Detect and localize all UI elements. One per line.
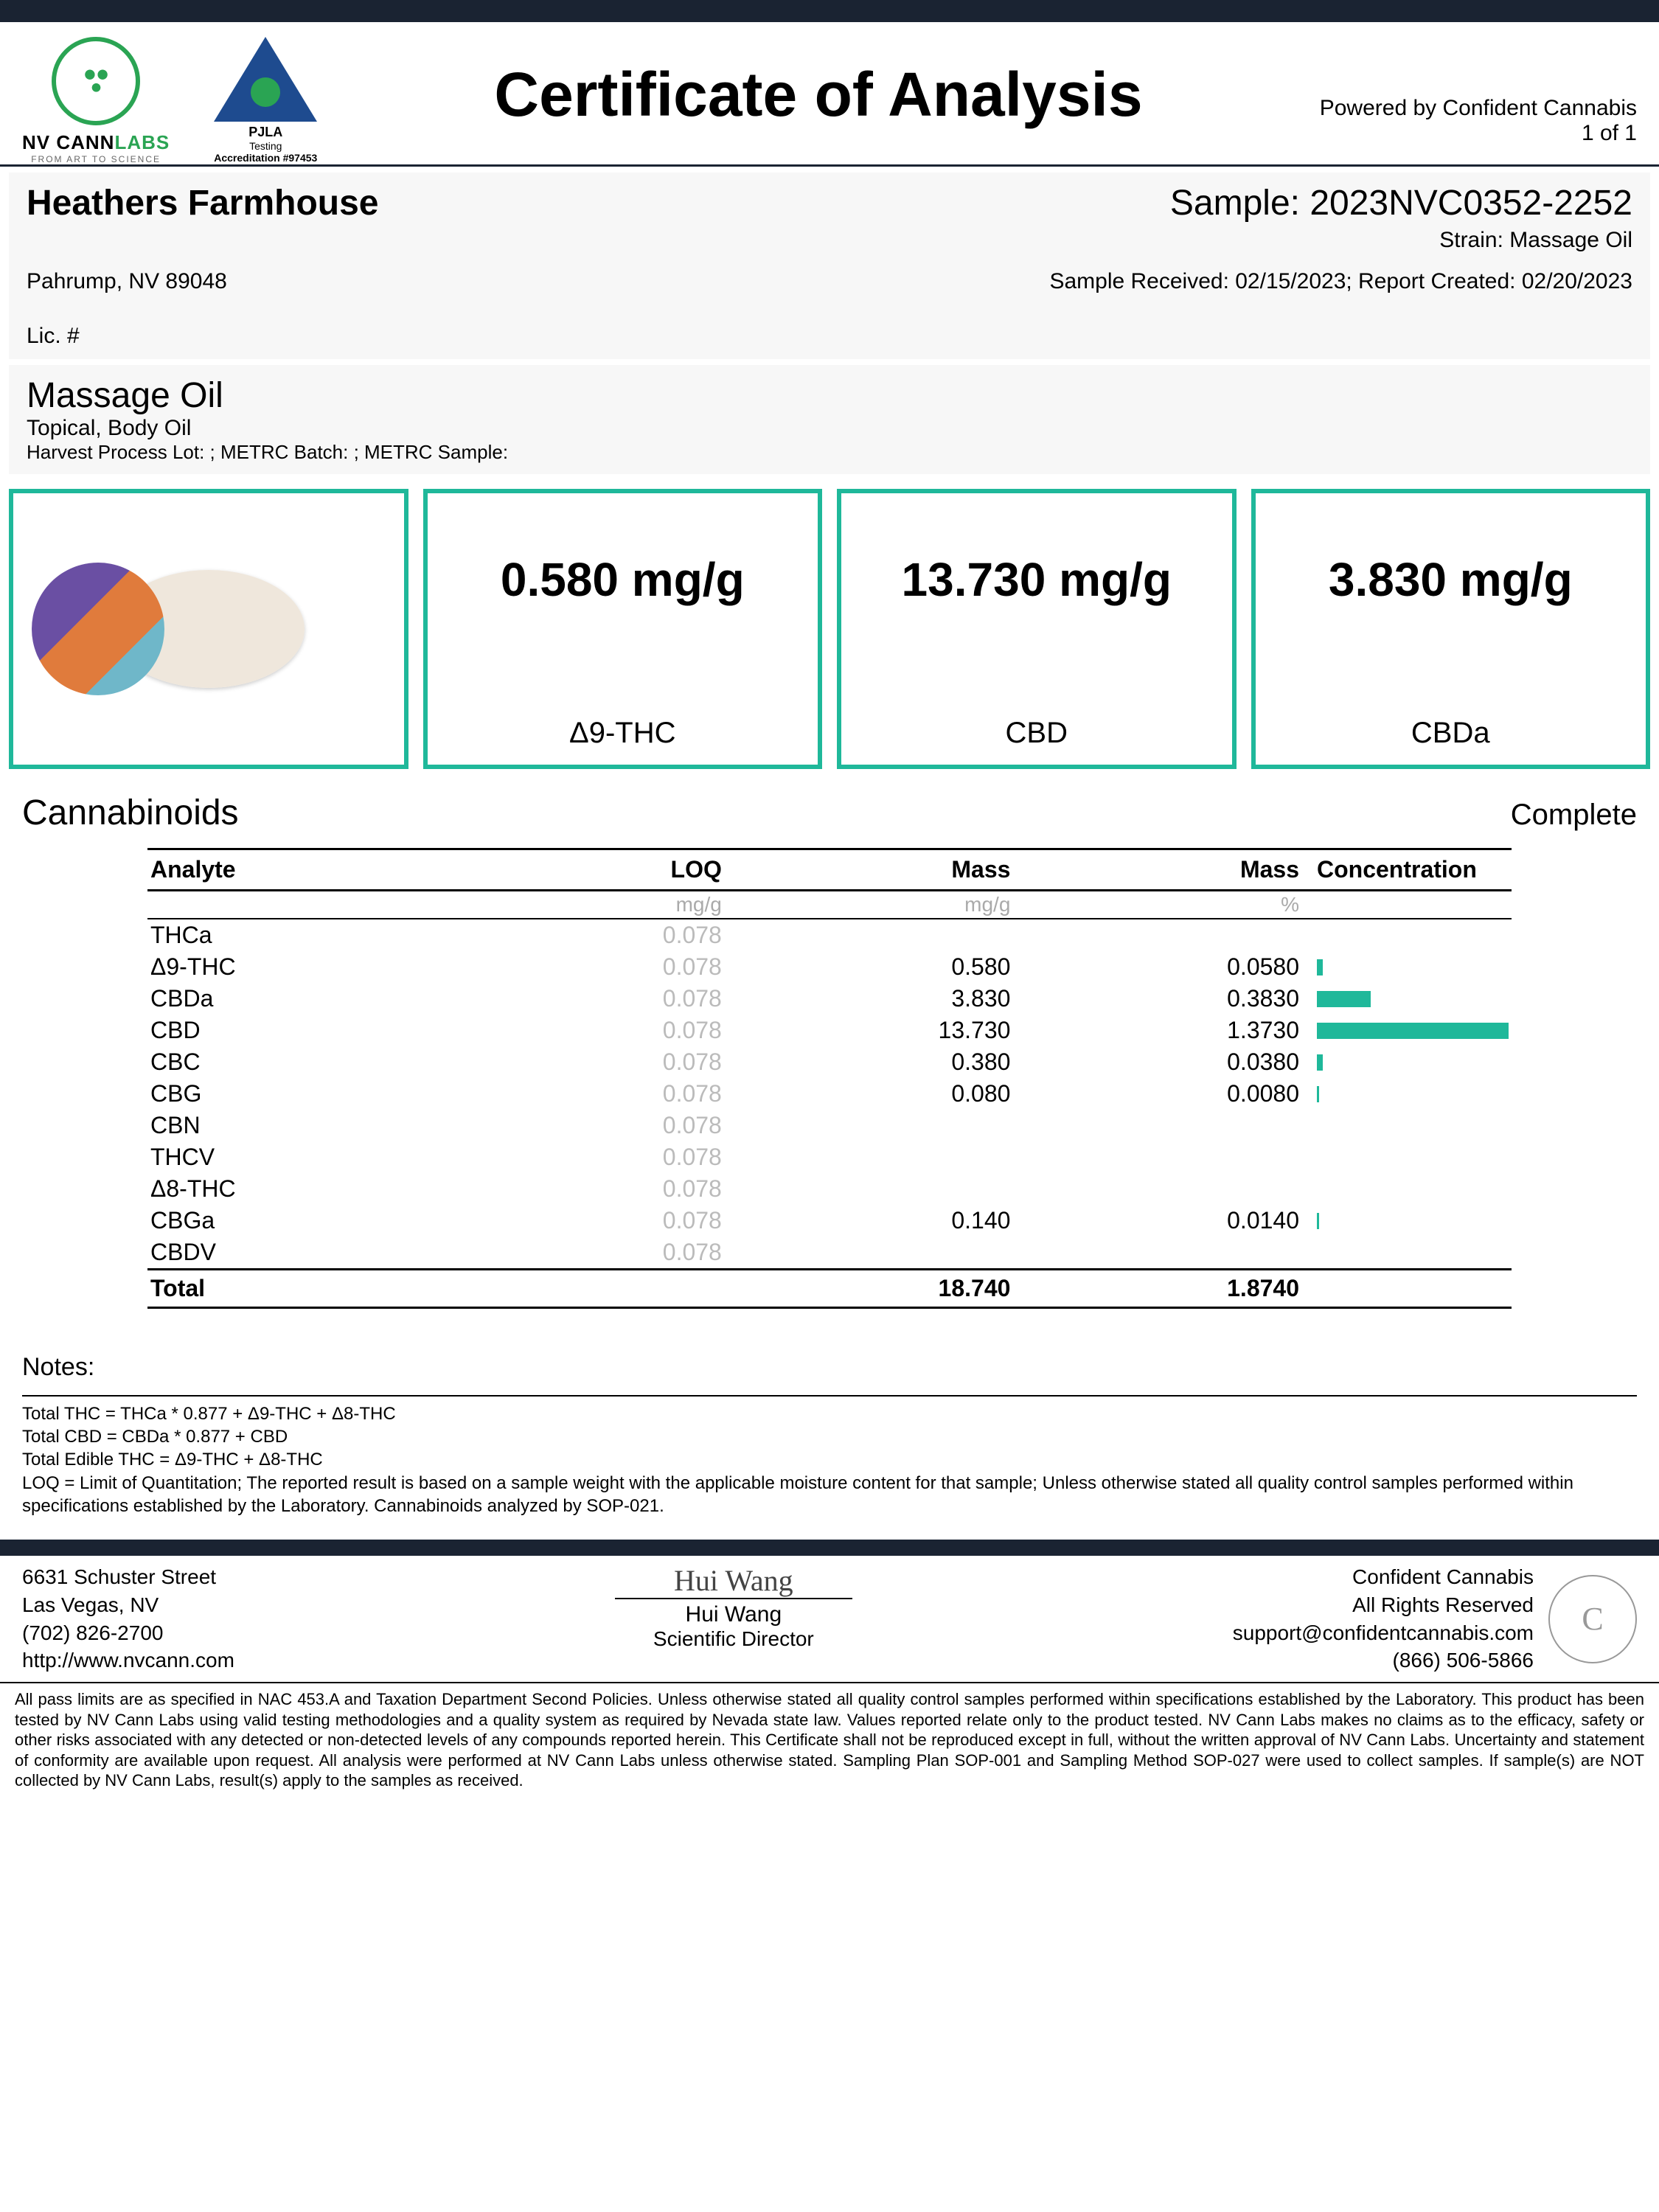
col-analyte: Analyte [147,849,484,891]
signature-title: Scientific Director [234,1627,1233,1651]
table-row: THCV0.078 [147,1141,1512,1173]
table-row: CBDa0.0783.8300.3830 [147,983,1512,1015]
summary-tiles: 0.580 mg/g Δ9-THC 13.730 mg/g CBD 3.830 … [0,480,1659,778]
divider [22,1395,1637,1397]
signature-script: Hui Wang [615,1563,852,1599]
nvcann-brand: NV CANN [22,131,114,153]
table-row: CBDV0.078 [147,1237,1512,1270]
sample-strain: Strain: Massage Oil [1439,228,1632,253]
table-total-row: Total18.7401.8740 [147,1270,1512,1308]
footer-right: Confident CannabisAll Rights Reservedsup… [1233,1563,1534,1674]
nvcann-brand-suffix: LABS [114,131,170,153]
notes-label: Notes: [0,1338,1659,1389]
cannabinoids-heading: Cannabinoids [22,793,239,833]
table-row: CBG0.0780.0800.0080 [147,1078,1512,1110]
tile-cbd: 13.730 mg/g CBD [837,489,1237,769]
table-row: CBN0.078 [147,1110,1512,1141]
definitions: Total THC = THCa * 0.877 + Δ9-THC + Δ8-T… [0,1402,1659,1517]
client-location: Pahrump, NV 89048 [27,269,227,294]
header: NV CANNLABS FROM ART TO SCIENCE PJLA Tes… [0,22,1659,167]
footer-signature: Hui Wang Hui Wang Scientific Director [234,1563,1233,1651]
nvcann-logo: NV CANNLABS FROM ART TO SCIENCE [22,37,170,164]
pjla-sub: Testing [249,140,282,152]
pjla-accreditation: Accreditation #97453 [214,152,317,164]
tile-cbd-value: 13.730 mg/g [902,552,1172,607]
table-row: CBC0.0780.3800.0380 [147,1046,1512,1078]
col-mass-pct: Mass [1013,849,1302,891]
page-number: 1 of 1 [1320,121,1637,146]
unit-mass: mg/g [725,891,1014,919]
table-row: THCa0.078 [147,919,1512,951]
table-row: CBD0.07813.7301.3730 [147,1015,1512,1046]
page-title: Certificate of Analysis [317,37,1319,131]
tile-cbda: 3.830 mg/g CBDa [1251,489,1651,769]
license-label: Lic. # [27,324,1632,349]
cannabinoids-header: Cannabinoids Complete [0,778,1659,848]
tile-thc-value: 0.580 mg/g [501,552,745,607]
cannabinoids-status: Complete [1511,799,1637,832]
tile-cbda-label: CBDa [1411,717,1490,750]
signature-name: Hui Wang [234,1602,1233,1627]
footer-bar [0,1540,1659,1556]
tile-thc: 0.580 mg/g Δ9-THC [423,489,823,769]
product-name: Massage Oil [27,375,1632,416]
sample-dates: Sample Received: 02/15/2023; Report Crea… [1049,269,1632,294]
footer: 6631 Schuster StreetLas Vegas, NV(702) 8… [0,1556,1659,1683]
nvcann-tagline: FROM ART TO SCIENCE [31,154,161,164]
confident-stamp-icon: C [1548,1575,1637,1663]
legal-disclaimer: All pass limits are as specified in NAC … [0,1683,1659,1813]
client-sample-section: Heathers Farmhouse Sample: 2023NVC0352-2… [9,173,1650,359]
col-mass: Mass [725,849,1014,891]
tile-cbd-label: CBD [1006,717,1068,750]
cannabinoids-table: Analyte LOQ Mass Mass Concentration mg/g… [147,848,1512,1309]
product-photo [113,570,305,688]
client-name: Heathers Farmhouse [27,183,379,223]
unit-loq: mg/g [484,891,725,919]
header-right: Powered by Confident Cannabis 1 of 1 [1320,37,1637,146]
product-meta: Harvest Process Lot: ; METRC Batch: ; ME… [27,441,1632,464]
col-concentration: Concentration [1302,849,1512,891]
table-row: Δ9-THC0.0780.5800.0580 [147,951,1512,983]
footer-left: 6631 Schuster StreetLas Vegas, NV(702) 8… [22,1563,234,1674]
sample-id: Sample: 2023NVC0352-2252 [1170,183,1632,223]
top-bar [0,0,1659,22]
col-loq: LOQ [484,849,725,891]
product-type: Topical, Body Oil [27,416,1632,441]
table-row: Δ8-THC0.078 [147,1173,1512,1205]
unit-mass-pct: % [1013,891,1302,919]
powered-by: Powered by Confident Cannabis [1320,96,1637,121]
pjla-icon [214,37,317,122]
tile-thc-label: Δ9-THC [569,717,676,750]
nvcann-icon [52,37,140,125]
table-row: CBGa0.0780.1400.0140 [147,1205,1512,1237]
tile-cbda-value: 3.830 mg/g [1329,552,1573,607]
product-image-tile [9,489,408,769]
pjla-label: PJLA [248,125,282,140]
pjla-logo: PJLA Testing Accreditation #97453 [214,37,317,164]
product-section: Massage Oil Topical, Body Oil Harvest Pr… [9,365,1650,474]
